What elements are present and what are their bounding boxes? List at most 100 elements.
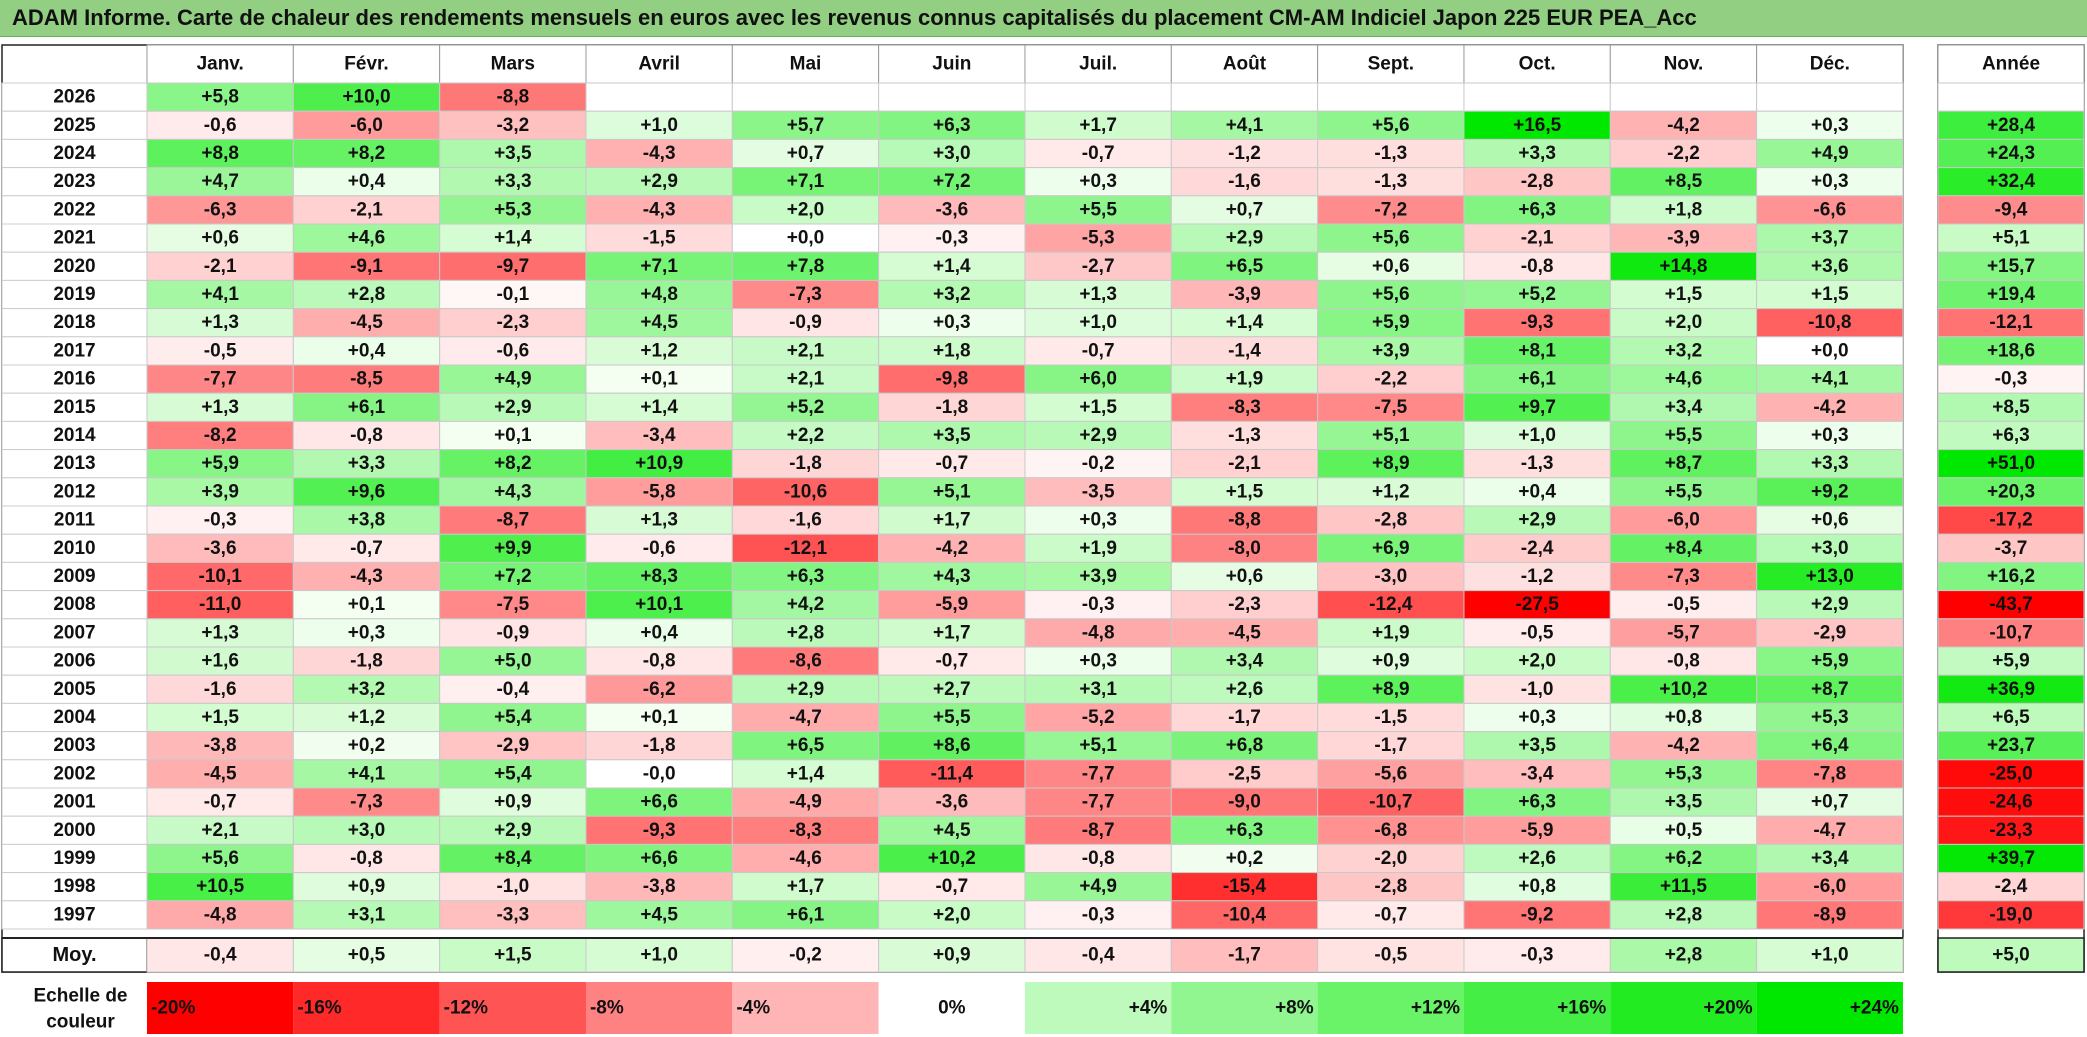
cell-value: -3,6 xyxy=(204,538,237,559)
cell-value: +6,6 xyxy=(640,792,678,813)
cell-value: +5,2 xyxy=(1518,284,1556,305)
cell-value: -2,3 xyxy=(1228,594,1261,615)
annual-cell xyxy=(1937,420,2085,451)
cell-value: -0,7 xyxy=(935,876,968,897)
cell-value: +13,0 xyxy=(1806,566,1854,587)
heatmap-cell xyxy=(146,167,294,197)
cell-value: +1,0 xyxy=(640,115,678,136)
cell-value: +8,8 xyxy=(201,143,239,164)
cell-value: +2,8 xyxy=(348,284,386,305)
cell-value: +2,9 xyxy=(787,679,825,700)
average-value: -0,2 xyxy=(789,945,822,966)
cell-value: -4,3 xyxy=(350,566,383,587)
cell-value: -27,5 xyxy=(1515,594,1559,615)
cell-value: -3,0 xyxy=(1374,566,1407,587)
cell-value: +1,5 xyxy=(1079,397,1117,418)
annual-value: +32,4 xyxy=(1987,171,2036,192)
heatmap-cell xyxy=(1463,364,1611,394)
cell-value: +0,5 xyxy=(1665,820,1703,841)
year-cell xyxy=(1,420,148,451)
heatmap-cell xyxy=(1756,759,1904,789)
cell-value: -4,3 xyxy=(643,199,676,220)
cell-value: -3,8 xyxy=(643,876,676,897)
cell-value: +0,1 xyxy=(348,594,386,615)
annual-value: -25,0 xyxy=(1989,763,2032,784)
heatmap-cell xyxy=(878,477,1026,507)
cell-value: +1,0 xyxy=(1079,312,1117,333)
cell-value: +0,3 xyxy=(933,312,971,333)
cell-value: -7,2 xyxy=(1374,199,1407,220)
annual-cell xyxy=(1937,815,2085,845)
average-annual-value: +5,0 xyxy=(1992,945,2030,966)
cell-value: -0,7 xyxy=(204,792,237,813)
heatmap-cell xyxy=(292,815,441,845)
cell-value: +0,9 xyxy=(1372,651,1410,672)
cell-value: +0,1 xyxy=(494,425,532,446)
cell-value: +5,4 xyxy=(494,763,532,784)
year-label: 2013 xyxy=(53,453,95,474)
cell-value: +4,7 xyxy=(201,171,239,192)
cell-value: +2,9 xyxy=(1811,594,1849,615)
year-cell xyxy=(1,279,148,310)
heatmap-cell xyxy=(1170,308,1319,338)
heatmap-cell xyxy=(878,195,1026,225)
cell-value: -1,7 xyxy=(1374,735,1407,756)
heatmap-cell xyxy=(439,900,587,930)
cell-value: +5,2 xyxy=(787,397,825,418)
cell-value: +0,3 xyxy=(1518,707,1556,728)
cell-value: -0,6 xyxy=(496,340,529,361)
scale-swatch xyxy=(1610,982,1757,1034)
cell-value: +1,4 xyxy=(787,763,825,784)
cell-value: +6,1 xyxy=(348,397,386,418)
average-label: Moy. xyxy=(52,944,96,966)
average-cell xyxy=(1170,937,1319,973)
heatmap-cell xyxy=(1317,138,1465,169)
cell-value: -0,7 xyxy=(1082,143,1115,164)
cell-value: +7,2 xyxy=(494,566,532,587)
cell-value: -0,2 xyxy=(1082,453,1115,474)
annual-cell xyxy=(1937,759,2085,789)
heatmap-cell xyxy=(731,505,880,535)
cell-value: +2,6 xyxy=(1226,679,1264,700)
heatmap-cell xyxy=(439,279,587,310)
cell-value: +3,1 xyxy=(348,904,386,925)
cell-value: +9,2 xyxy=(1811,481,1849,502)
cell-value: -7,8 xyxy=(1813,763,1846,784)
scale-label: -12% xyxy=(444,998,488,1019)
year-label: 2018 xyxy=(53,312,95,333)
cell-value: +4,5 xyxy=(640,904,678,925)
cell-value: +3,2 xyxy=(348,679,386,700)
average-value: -0,4 xyxy=(1082,945,1115,966)
cell-value: -8,8 xyxy=(496,87,529,108)
cell-value: +5,1 xyxy=(933,481,971,502)
scale-swatch xyxy=(147,982,294,1034)
scale-label: -4% xyxy=(736,998,770,1019)
cell-value: +5,1 xyxy=(1372,425,1410,446)
cell-value: -12,1 xyxy=(784,538,828,559)
cell-value: +3,2 xyxy=(1665,340,1703,361)
heatmap-cell xyxy=(1170,900,1319,930)
cell-value: +0,4 xyxy=(348,340,386,361)
heatmap-cell xyxy=(1463,787,1611,817)
annual-value: +28,4 xyxy=(1987,115,2036,136)
heatmap-cell xyxy=(1463,590,1611,620)
cell-value: +1,5 xyxy=(1665,284,1703,305)
heatmap-cell xyxy=(731,420,880,451)
heatmap-cell xyxy=(878,392,1026,422)
year-label: 2011 xyxy=(54,510,96,531)
cell-value: +1,7 xyxy=(933,510,971,531)
heatmap-cell xyxy=(585,82,733,112)
column-header-cell xyxy=(585,44,733,84)
cell-value: -4,5 xyxy=(204,763,237,784)
year-label: 2021 xyxy=(53,228,96,249)
year-label: 2010 xyxy=(53,538,95,559)
cell-value: -1,7 xyxy=(1228,707,1261,728)
cell-value: +16,5 xyxy=(1513,115,1562,136)
cell-value: -0,7 xyxy=(935,453,968,474)
year-label: 2009 xyxy=(53,566,95,587)
average-cell xyxy=(585,937,733,973)
heatmap-cell xyxy=(292,110,441,140)
cell-value: +1,3 xyxy=(201,312,239,333)
heatmap-cell xyxy=(146,787,294,817)
cell-value: +6,0 xyxy=(1079,369,1117,390)
